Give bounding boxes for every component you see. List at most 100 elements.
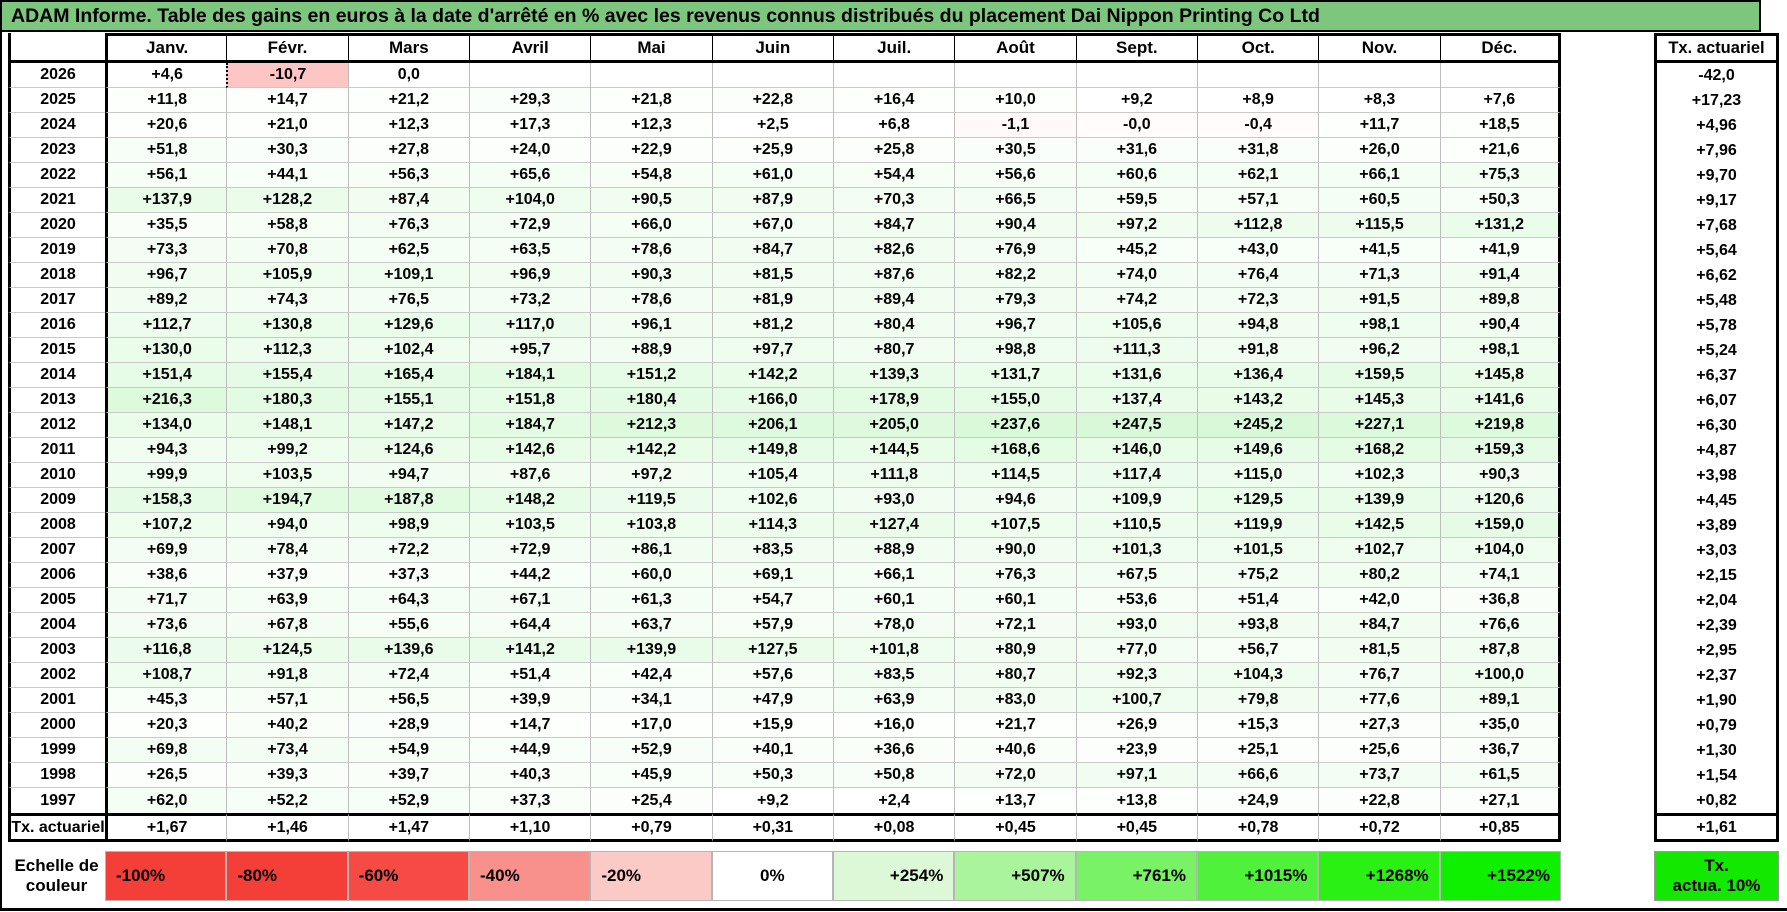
gain-cell: +60,1 — [833, 588, 955, 613]
month-header: Oct. — [1197, 33, 1319, 63]
gain-cell: +76,5 — [347, 288, 469, 313]
gain-cell: +30,3 — [226, 138, 348, 163]
column-gap — [1561, 288, 1654, 313]
tx-actuariel-value-cell: +2,04 — [1654, 588, 1779, 613]
gain-cell: +127,4 — [833, 513, 955, 538]
gain-cell: +21,2 — [347, 88, 469, 113]
tx-actuariel-value-cell: +9,17 — [1654, 188, 1779, 213]
gain-cell: +101,5 — [1197, 538, 1319, 563]
gain-cell: +11,7 — [1318, 113, 1440, 138]
gain-cell: +105,4 — [711, 463, 833, 488]
gain-cell: +137,4 — [1075, 388, 1197, 413]
gain-cell: +14,7 — [226, 88, 348, 113]
gain-cell: +81,9 — [711, 288, 833, 313]
gain-cell: +40,1 — [711, 738, 833, 763]
gain-cell: +139,6 — [347, 638, 469, 663]
gain-cell: +50,3 — [1439, 188, 1561, 213]
month-header: Mars — [347, 33, 469, 63]
gain-cell: -0,4 — [1197, 113, 1319, 138]
gain-cell: +55,6 — [347, 613, 469, 638]
gain-cell: +73,7 — [1318, 763, 1440, 788]
gain-cell: +43,0 — [1197, 238, 1319, 263]
tx-actuariel-value-cell: -42,0 — [1654, 63, 1779, 88]
gain-cell: +61,5 — [1439, 763, 1561, 788]
gain-cell: +29,3 — [469, 88, 591, 113]
gain-cell: +87,9 — [711, 188, 833, 213]
legend-swatch: -60% — [347, 851, 469, 901]
tx-actuariel-value-cell: +4,87 — [1654, 438, 1779, 463]
gain-cell — [833, 63, 955, 88]
column-gap — [1561, 813, 1654, 842]
gain-cell: +94,6 — [954, 488, 1076, 513]
gain-cell: +63,9 — [833, 688, 955, 713]
tx-actuariel-value-cell: +2,37 — [1654, 663, 1779, 688]
gain-cell: +91,8 — [226, 663, 348, 688]
gain-cell: +12,3 — [347, 113, 469, 138]
gain-cell: +8,9 — [1197, 88, 1319, 113]
gain-cell: +82,6 — [833, 238, 955, 263]
legend-swatch: +254% — [833, 851, 955, 901]
gain-cell: +166,0 — [711, 388, 833, 413]
gain-cell: +15,9 — [711, 713, 833, 738]
year-label: 2000 — [8, 713, 105, 738]
gain-cell: +90,3 — [590, 263, 712, 288]
gain-cell: +54,7 — [711, 588, 833, 613]
gain-cell: +147,2 — [347, 413, 469, 438]
gain-cell: +219,8 — [1439, 413, 1561, 438]
gain-cell: +11,8 — [105, 88, 227, 113]
month-header: Juin — [711, 33, 833, 63]
legend-swatch: +1522% — [1439, 851, 1561, 901]
table-corner-cell — [8, 33, 105, 63]
gain-cell: +10,0 — [954, 88, 1076, 113]
gain-cell: +127,5 — [711, 638, 833, 663]
gain-cell: +44,1 — [226, 163, 348, 188]
gain-cell: +72,4 — [347, 663, 469, 688]
gain-cell: +84,7 — [711, 238, 833, 263]
gain-cell: +76,7 — [1318, 663, 1440, 688]
gain-cell: +117,0 — [469, 313, 591, 338]
gain-cell: +89,2 — [105, 288, 227, 313]
gain-cell: 0,0 — [347, 63, 469, 88]
gain-cell: +148,2 — [469, 488, 591, 513]
gain-cell: +92,3 — [1075, 663, 1197, 688]
gain-cell: +27,3 — [1318, 713, 1440, 738]
gain-cell: +25,9 — [711, 138, 833, 163]
gain-cell: +97,1 — [1075, 763, 1197, 788]
gain-cell: +99,2 — [226, 438, 348, 463]
gain-cell: +109,9 — [1075, 488, 1197, 513]
column-gap — [1561, 188, 1654, 213]
gain-cell: +21,8 — [590, 88, 712, 113]
column-gap — [1561, 688, 1654, 713]
tx-actuariel-month-cell: +0,45 — [1075, 813, 1197, 842]
gain-cell: +54,8 — [590, 163, 712, 188]
gain-cell: +247,5 — [1075, 413, 1197, 438]
gain-cell: +88,9 — [590, 338, 712, 363]
gain-cell: +105,9 — [226, 263, 348, 288]
gain-cell: +27,8 — [347, 138, 469, 163]
page-title: ADAM Informe. Table des gains en euros à… — [11, 4, 1320, 27]
gain-cell: +77,6 — [1318, 688, 1440, 713]
tx-actuariel-value-cell: +1,54 — [1654, 763, 1779, 788]
gain-cell: +98,8 — [954, 338, 1076, 363]
column-gap — [1561, 263, 1654, 288]
gain-cell: +63,9 — [226, 588, 348, 613]
gain-cell: +96,7 — [105, 263, 227, 288]
column-gap — [1561, 213, 1654, 238]
gain-cell: +142,2 — [711, 363, 833, 388]
month-header: Mai — [590, 33, 712, 63]
year-label: 2008 — [8, 513, 105, 538]
column-gap — [1561, 238, 1654, 263]
gain-cell: +87,6 — [469, 463, 591, 488]
gain-cell: +119,9 — [1197, 513, 1319, 538]
gain-cell: +129,6 — [347, 313, 469, 338]
legend-swatch: +507% — [954, 851, 1076, 901]
gain-cell: +15,3 — [1197, 713, 1319, 738]
gain-cell: +112,3 — [226, 338, 348, 363]
column-gap — [1561, 33, 1654, 63]
gain-cell: +110,5 — [1075, 513, 1197, 538]
gain-cell: +94,3 — [105, 438, 227, 463]
gain-cell: +72,1 — [954, 613, 1076, 638]
gain-cell: +45,3 — [105, 688, 227, 713]
column-gap — [1561, 613, 1654, 638]
gain-cell: +237,6 — [954, 413, 1076, 438]
